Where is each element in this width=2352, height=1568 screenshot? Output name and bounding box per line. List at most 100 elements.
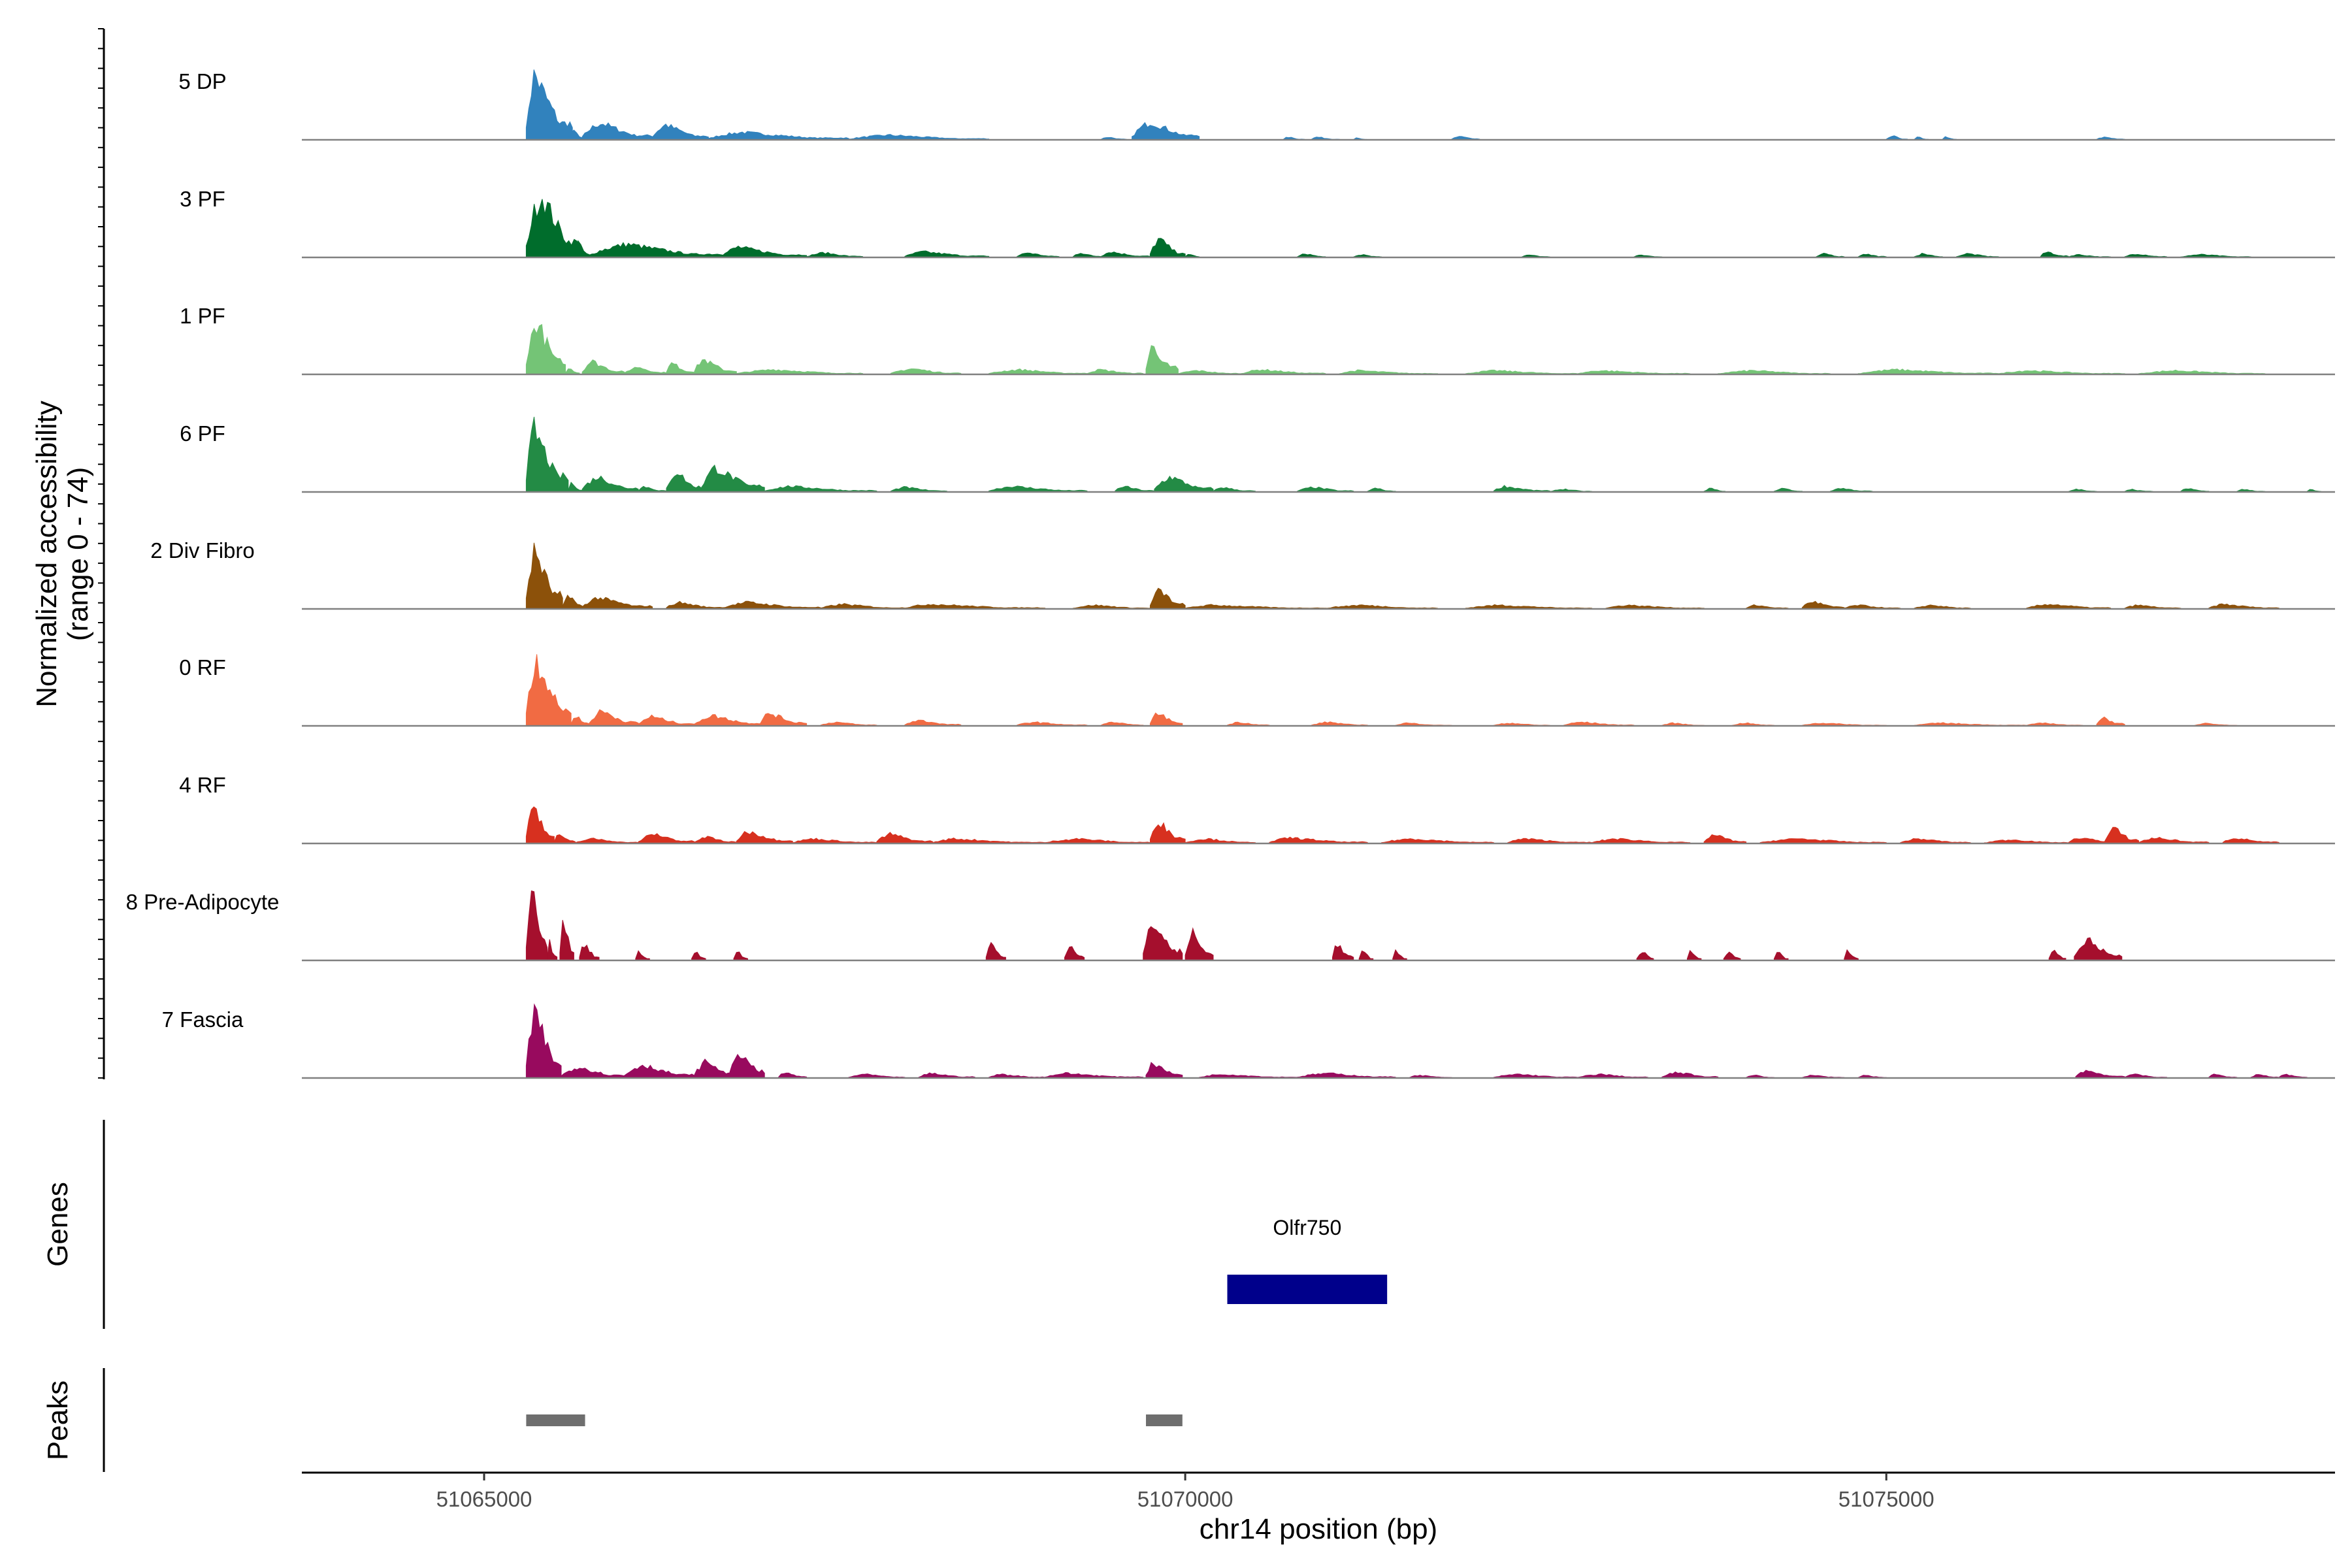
coverage-peak [1145,1062,1183,1079]
track-label: 2 Div Fibro [150,538,255,563]
coverage-peak [904,250,990,258]
coverage-peak [1269,836,1368,844]
coverage-peak [1801,600,1845,610]
coverage-peak [666,362,695,375]
coverage-peak [1297,1072,1396,1079]
coverage-peak [525,1003,562,1079]
coverage-peak [581,359,625,375]
coverage-peak [1998,370,2125,375]
coverage-peak [2222,838,2279,844]
coverage-peak [525,323,566,375]
track-label: 0 RF [179,655,226,679]
coverage-peak [1703,834,1747,844]
x-tick-label: 51070000 [1137,1487,1233,1511]
x-axis: 51065000 51070000 51075000 chr14 position … [302,1471,2335,1545]
coverage-peak [581,596,653,610]
coverage-tracks: 5 DP 3 PF 1 PF 6 PF 2 Div Fibro 0 RF 4 RF 8 Pre… [126,69,2335,1079]
coverage-peak [918,1072,975,1079]
coverage-peak [652,123,709,140]
coverage-peak [1577,1073,1648,1079]
coverage-peak [904,604,1045,610]
coverage-peak [1451,136,1480,140]
peaks-panel-label: Peaks [42,1380,74,1460]
coverage-peak [890,485,947,493]
coverage-peak [559,920,574,961]
coverage-peak [904,719,962,727]
coverage-peak [820,721,877,727]
track-label: 7 Fascia [162,1007,244,1032]
coverage-peak [1199,1074,1298,1079]
coverage-peak [736,369,863,375]
track-label: 1 PF [180,304,225,328]
coverage-peak [2138,369,2266,375]
coverage-peak [1064,946,1085,961]
x-tick-label: 51065000 [436,1487,532,1511]
coverage-peak [764,485,877,493]
track-label: 6 PF [180,421,225,446]
coverage-peak [2138,837,2210,844]
coverage-peak [1829,487,1873,493]
coverage-peak [1297,486,1354,493]
coverage-peak [1332,945,1354,961]
coverage-peak [1984,840,2069,844]
coverage-peak [2026,604,2112,610]
coverage-peak [1177,370,1242,375]
coverage-peak [1100,252,1151,258]
coverage-peak [848,134,990,140]
coverage-peak [1150,712,1183,727]
coverage-peak [638,485,667,493]
coverage-peak [1956,253,1999,258]
coverage-peak [570,716,590,727]
coverage-peak [1816,252,1845,258]
genes-panel-label: Genes [42,1182,74,1267]
track-1-pf: 1 PF [180,304,2335,376]
x-axis-title: chr14 position (bp) [1200,1513,1437,1545]
coverage-peak [1687,949,1702,961]
coverage-peak [1844,949,1859,961]
coverage-peak [568,482,583,493]
coverage-peak [2124,1073,2167,1079]
coverage-peak [729,1053,765,1079]
coverage-peak [638,714,695,727]
coverage-peak [1392,949,1407,961]
coverage-peak [988,368,1088,375]
coverage-peak [1746,604,1789,610]
coverage-peak [2208,603,2279,610]
coverage-peak [701,465,765,493]
coverage-peak [722,600,821,610]
coverage-peak [1072,253,1102,258]
track-5-dp: 5 DP [178,69,2335,141]
track-4-rf: 4 RF [179,773,2335,845]
coverage-peak [525,69,573,140]
coverage-peak [1154,475,1214,493]
coverage-peak [1900,838,1971,844]
coverage-peak [525,806,555,844]
coverage-peak [1086,368,1144,375]
coverage-peak [1115,485,1155,493]
coverage-peak [1241,368,1326,375]
coverage-peak [1132,122,1200,140]
coverage-peak [575,838,639,844]
track-2-div-fibro: 2 Div Fibro [150,538,2335,610]
coverage-peak [1045,838,1151,844]
coverage-peak [691,951,706,961]
genes-panel: Genes Olfr750 [42,1120,1388,1329]
coverage-peak [2104,826,2139,844]
coverage-peak [525,416,569,493]
coverage-peak [708,131,849,140]
coverage-peak [1184,927,1214,961]
track-label: 5 DP [178,69,226,93]
coverage-peak [2075,1070,2125,1079]
track-6-pf: 6 PF [180,416,2335,493]
coverage-peak [1844,604,1901,610]
coverage-peak [624,1064,695,1079]
coverage-peak [547,939,558,961]
coverage-peak [666,600,723,610]
coverage-peak [1493,1073,1578,1079]
coverage-peak [1723,951,1741,961]
coverage-peak [581,475,639,493]
coverage-peak [1184,838,1256,844]
y-axis-title: Normalized accessibility [31,400,63,707]
coverage-peak [2048,949,2066,961]
